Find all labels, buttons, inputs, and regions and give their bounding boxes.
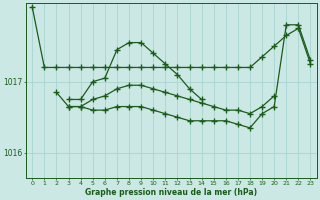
X-axis label: Graphe pression niveau de la mer (hPa): Graphe pression niveau de la mer (hPa) bbox=[85, 188, 257, 197]
